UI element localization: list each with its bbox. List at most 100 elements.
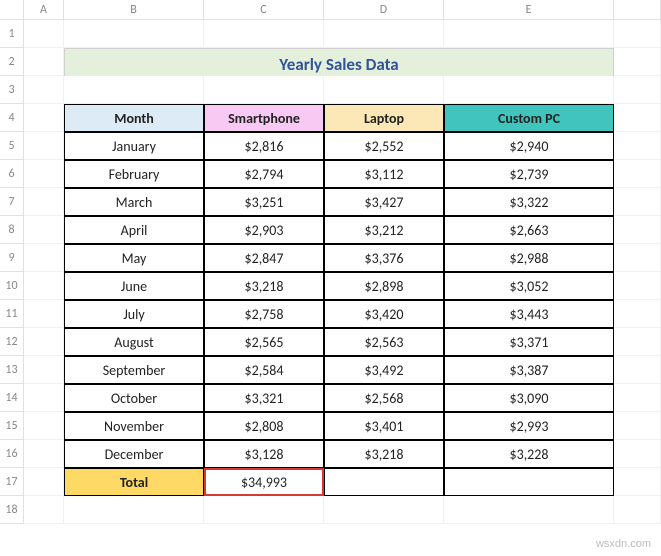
smartphone-cell[interactable]: $2,903 [204,216,324,244]
row-header-12[interactable]: 12 [0,328,24,356]
laptop-cell[interactable]: $3,427 [324,188,444,216]
empty-cell[interactable] [444,76,614,104]
empty-cell[interactable] [24,216,64,244]
empty-cell[interactable] [24,300,64,328]
smartphone-cell[interactable]: $3,251 [204,188,324,216]
empty-cell[interactable] [24,188,64,216]
smartphone-cell[interactable]: $2,565 [204,328,324,356]
empty-cell[interactable] [24,356,64,384]
row-header-5[interactable]: 5 [0,132,24,160]
smartphone-cell[interactable]: $2,847 [204,244,324,272]
laptop-cell[interactable]: $2,898 [324,272,444,300]
empty-cell[interactable] [444,20,614,48]
empty-cell[interactable] [24,440,64,468]
smartphone-cell[interactable]: $3,128 [204,440,324,468]
row-header-17[interactable]: 17 [0,468,24,496]
empty-cell[interactable] [24,48,64,76]
month-cell[interactable]: July [64,300,204,328]
empty-cell[interactable] [614,76,661,104]
laptop-cell[interactable]: $2,568 [324,384,444,412]
empty-cell[interactable] [24,132,64,160]
empty-cell[interactable] [614,412,661,440]
empty-cell[interactable] [324,496,444,524]
empty-cell[interactable] [324,76,444,104]
col-header-E[interactable]: E [444,0,614,20]
smartphone-cell[interactable]: $2,794 [204,160,324,188]
empty-cell[interactable] [614,104,661,132]
month-cell[interactable]: May [64,244,204,272]
row-header-7[interactable]: 7 [0,188,24,216]
empty-cell[interactable] [614,48,661,76]
empty-cell[interactable] [614,244,661,272]
row-header-4[interactable]: 4 [0,104,24,132]
empty-cell[interactable] [324,20,444,48]
col-header-B[interactable]: B [64,0,204,20]
custompc-cell[interactable]: $2,988 [444,244,614,272]
row-header-15[interactable]: 15 [0,412,24,440]
smartphone-cell[interactable]: $2,816 [204,132,324,160]
smartphone-cell[interactable]: $3,321 [204,384,324,412]
laptop-cell[interactable]: $3,401 [324,412,444,440]
row-header-8[interactable]: 8 [0,216,24,244]
empty-cell[interactable] [614,328,661,356]
row-header-3[interactable]: 3 [0,76,24,104]
row-header-14[interactable]: 14 [0,384,24,412]
empty-cell[interactable] [614,440,661,468]
empty-cell[interactable] [614,384,661,412]
empty-cell[interactable] [24,328,64,356]
laptop-cell[interactable]: $3,212 [324,216,444,244]
empty-cell[interactable] [444,496,614,524]
custompc-cell[interactable]: $3,228 [444,440,614,468]
custompc-cell[interactable]: $3,322 [444,188,614,216]
empty-cell[interactable] [614,188,661,216]
select-all-corner[interactable] [0,0,24,20]
row-header-10[interactable]: 10 [0,272,24,300]
laptop-cell[interactable]: $3,218 [324,440,444,468]
month-cell[interactable]: November [64,412,204,440]
header-month[interactable]: Month [64,104,204,132]
row-header-1[interactable]: 1 [0,20,24,48]
empty-cell[interactable] [24,468,64,496]
col-header-C[interactable]: C [204,0,324,20]
empty-cell[interactable] [24,272,64,300]
total-label-cell[interactable]: Total [64,468,204,496]
empty-cell[interactable] [24,244,64,272]
row-header-9[interactable]: 9 [0,244,24,272]
empty-cell[interactable] [24,384,64,412]
smartphone-cell[interactable]: $2,758 [204,300,324,328]
empty-cell[interactable] [204,20,324,48]
empty-cell[interactable] [24,160,64,188]
laptop-cell[interactable]: $3,492 [324,356,444,384]
empty-cell[interactable] [64,76,204,104]
empty-cell[interactable] [24,76,64,104]
row-header-6[interactable]: 6 [0,160,24,188]
empty-cell[interactable] [614,496,661,524]
custompc-cell[interactable]: $2,739 [444,160,614,188]
total-laptop-cell[interactable] [324,468,444,496]
month-cell[interactable]: October [64,384,204,412]
smartphone-cell[interactable]: $3,218 [204,272,324,300]
empty-cell[interactable] [614,20,661,48]
row-header-13[interactable]: 13 [0,356,24,384]
col-header-blank[interactable] [614,0,661,20]
laptop-cell[interactable]: $3,376 [324,244,444,272]
header-custompc[interactable]: Custom PC [444,104,614,132]
month-cell[interactable]: February [64,160,204,188]
total-smartphone-cell[interactable]: $34,993 [204,468,324,496]
month-cell[interactable]: March [64,188,204,216]
month-cell[interactable]: December [64,440,204,468]
month-cell[interactable]: January [64,132,204,160]
custompc-cell[interactable]: $2,940 [444,132,614,160]
custompc-cell[interactable]: $2,993 [444,412,614,440]
smartphone-cell[interactable]: $2,808 [204,412,324,440]
month-cell[interactable]: August [64,328,204,356]
empty-cell[interactable] [204,496,324,524]
custompc-cell[interactable]: $3,090 [444,384,614,412]
row-header-18[interactable]: 18 [0,496,24,524]
month-cell[interactable]: September [64,356,204,384]
header-smartphone[interactable]: Smartphone [204,104,324,132]
custompc-cell[interactable]: $3,052 [444,272,614,300]
empty-cell[interactable] [204,76,324,104]
custompc-cell[interactable]: $2,663 [444,216,614,244]
row-header-2[interactable]: 2 [0,48,24,76]
